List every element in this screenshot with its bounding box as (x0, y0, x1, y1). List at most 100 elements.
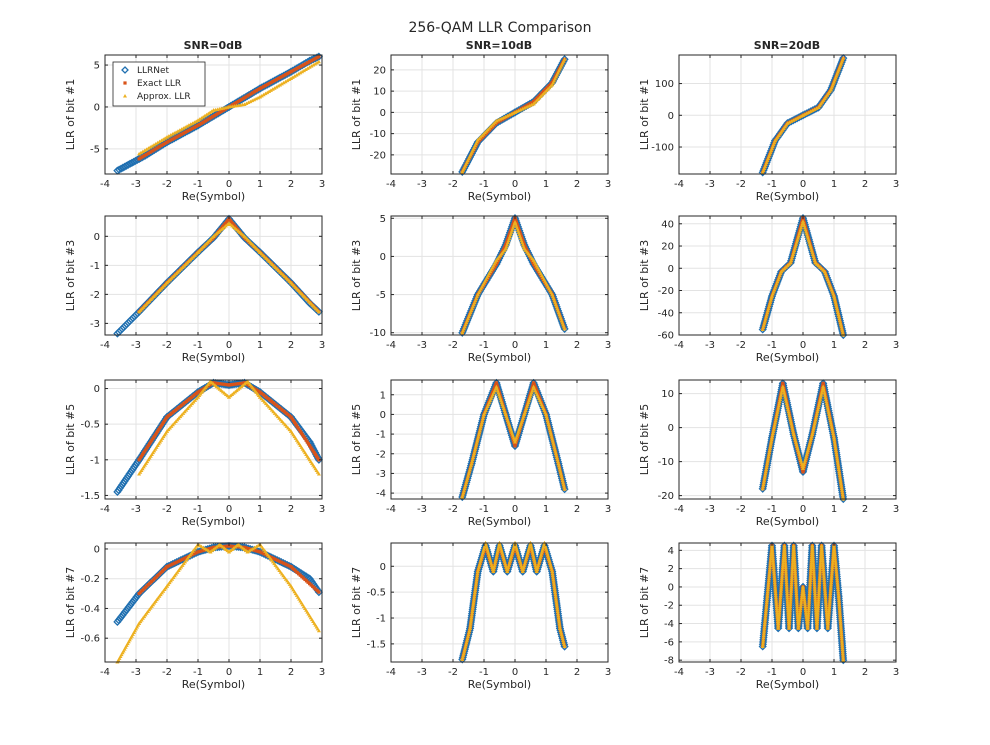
approx-llr-marker (528, 392, 533, 397)
approx-llr-marker (810, 250, 815, 254)
approx-llr-marker (817, 399, 822, 403)
exact-llr-marker (141, 155, 145, 159)
axes-box (678, 54, 897, 175)
exact-llr-marker (492, 266, 496, 270)
approx-llr-marker (794, 444, 799, 448)
exact-llr-marker (305, 440, 309, 444)
x-tick-label: 3 (605, 340, 611, 351)
approx-llr-marker (761, 484, 766, 489)
exact-llr-marker (234, 101, 238, 105)
legend-label: Approx. LLR (137, 92, 191, 102)
exact-llr-marker (194, 551, 198, 555)
exact-llr-marker (532, 262, 536, 266)
exact-llr-marker (167, 564, 171, 568)
approx-llr-marker (786, 411, 791, 416)
approx-llr-marker (789, 422, 794, 426)
exact-llr-marker (530, 258, 534, 262)
exact-llr-marker (502, 247, 506, 251)
approx-llr-marker (555, 459, 560, 464)
x-axis-label: Re(Symbol) (182, 678, 245, 691)
approx-llr-marker (812, 422, 817, 426)
exact-llr-marker (509, 229, 513, 233)
approx-llr-marker (797, 229, 802, 234)
exact-llr-marker (218, 110, 222, 114)
approx-llr-marker (836, 68, 841, 72)
approx-llr-marker (829, 423, 834, 427)
y-tick-label: 40 (661, 219, 674, 230)
exact-llr-marker (232, 102, 237, 106)
approx-llr-marker (546, 420, 551, 425)
exact-llr-marker (300, 64, 304, 68)
y-tick-label: -4 (376, 489, 386, 500)
approx-llr-marker (818, 395, 823, 399)
x-axis-label: Re(Symbol) (182, 351, 245, 364)
exact-llr-marker (157, 427, 161, 432)
approx-llr-marker (559, 63, 564, 67)
approx-llr-marker (832, 440, 837, 444)
y-axis-label: LLR of bit #3 (350, 240, 363, 312)
exact-llr-marker (172, 136, 176, 140)
approx-llr-marker (804, 111, 809, 115)
exact-llr-marker (144, 152, 149, 157)
series-approx-llr (760, 384, 846, 501)
approx-llr-marker (787, 120, 792, 124)
approx-llr-marker (148, 454, 153, 458)
exact-llr-marker (221, 108, 226, 112)
approx-llr-marker (772, 425, 777, 429)
exact-llr-marker (198, 389, 202, 393)
exact-llr-marker (246, 546, 250, 551)
approx-llr-marker (784, 399, 789, 403)
legend-label: LLRNet (137, 66, 170, 76)
approx-llr-marker (201, 115, 206, 119)
approx-llr-marker (768, 300, 773, 304)
exact-llr-marker (214, 112, 218, 117)
approx-llr-marker (762, 166, 767, 170)
approx-llr-marker (767, 302, 772, 306)
exact-llr-marker (254, 388, 259, 392)
y-tick-label: 0 (380, 108, 386, 119)
approx-llr-marker (545, 416, 550, 421)
approx-llr-marker (789, 119, 794, 123)
approx-llr-marker (521, 414, 526, 418)
approx-llr-marker (140, 149, 145, 154)
approx-llr-marker (791, 432, 796, 436)
x-tick-label: -3 (417, 179, 427, 190)
x-tick-label: 3 (319, 340, 325, 351)
exact-llr-marker (308, 443, 312, 448)
exact-llr-marker (227, 383, 231, 387)
approx-llr-marker (794, 240, 799, 244)
approx-llr-marker (827, 414, 832, 419)
approx-llr-marker (488, 398, 493, 403)
y-tick-label: -100 (651, 143, 674, 154)
plot-area (105, 380, 322, 499)
approx-llr-marker (476, 290, 481, 295)
y-tick-label: 20 (661, 242, 674, 253)
approx-llr-marker (526, 398, 531, 403)
approx-llr-marker (771, 427, 776, 431)
approx-llr-marker (316, 472, 321, 476)
exact-llr-marker (285, 72, 289, 76)
approx-llr-marker (761, 325, 766, 329)
approx-llr-marker (516, 428, 521, 432)
approx-llr-marker (117, 656, 122, 660)
approx-llr-marker (786, 409, 791, 414)
approx-llr-marker (486, 273, 491, 277)
approx-llr-marker (159, 138, 164, 142)
x-tick-label: -1 (767, 504, 777, 515)
exact-llr-marker (251, 91, 255, 95)
exact-llr-marker (150, 438, 154, 442)
y-axis-label: LLR of bit #3 (638, 240, 651, 312)
exact-llr-marker (138, 456, 142, 460)
approx-llr-marker (272, 86, 277, 90)
approx-llr-marker (834, 74, 839, 78)
approx-llr-marker (466, 316, 471, 321)
series-approx-llr (137, 221, 321, 314)
exact-llr-marker (208, 546, 212, 551)
y-tick-label: 0 (668, 111, 674, 122)
exact-llr-marker (140, 452, 145, 457)
approx-llr-marker (766, 454, 771, 459)
approx-llr-marker (837, 471, 842, 476)
approx-llr-marker (556, 69, 561, 73)
approx-llr-marker (259, 93, 264, 98)
